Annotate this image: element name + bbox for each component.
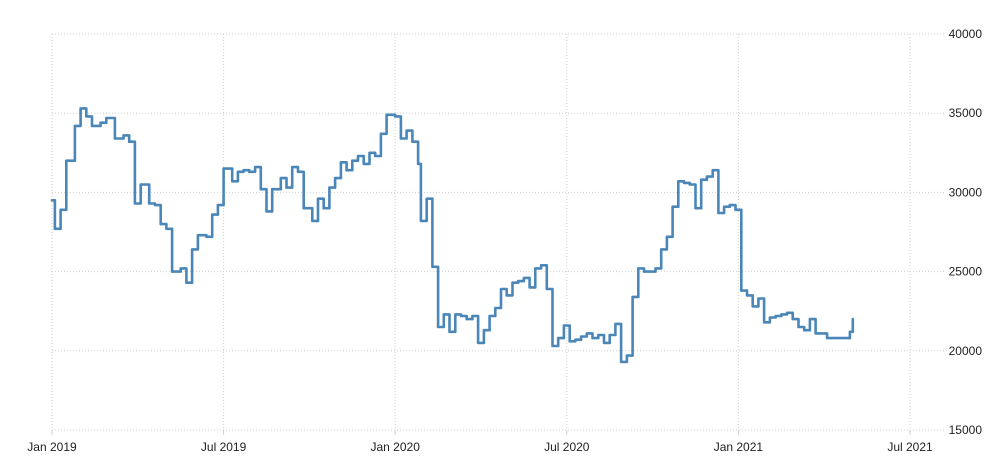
x-tick-label: Jan 2020: [371, 440, 421, 454]
x-tick-label: Jan 2021: [714, 440, 764, 454]
series-line-0: [50, 107, 855, 364]
x-axis: Jan 2019 Jul 2019 Jan 2020 Jul 2020 Jan 2021…: [27, 430, 933, 454]
y-tick-label: 15000: [949, 423, 983, 437]
x-tick-label: Jul 2019: [201, 440, 247, 454]
y-tick-label: 20000: [949, 344, 983, 358]
y-tick-label: 35000: [949, 106, 983, 120]
y-tick-label: 30000: [949, 185, 983, 199]
y-tick-label: 25000: [949, 265, 983, 279]
series-group: [50, 107, 855, 364]
y-axis: 15000 20000 25000 30000 35000 40000: [949, 27, 983, 437]
x-tick-label: Jan 2019: [27, 440, 77, 454]
x-tick-label: Jul 2020: [544, 440, 590, 454]
grid: [51, 33, 945, 431]
x-tick-label: Jul 2021: [887, 440, 933, 454]
y-tick-label: 40000: [949, 27, 983, 41]
